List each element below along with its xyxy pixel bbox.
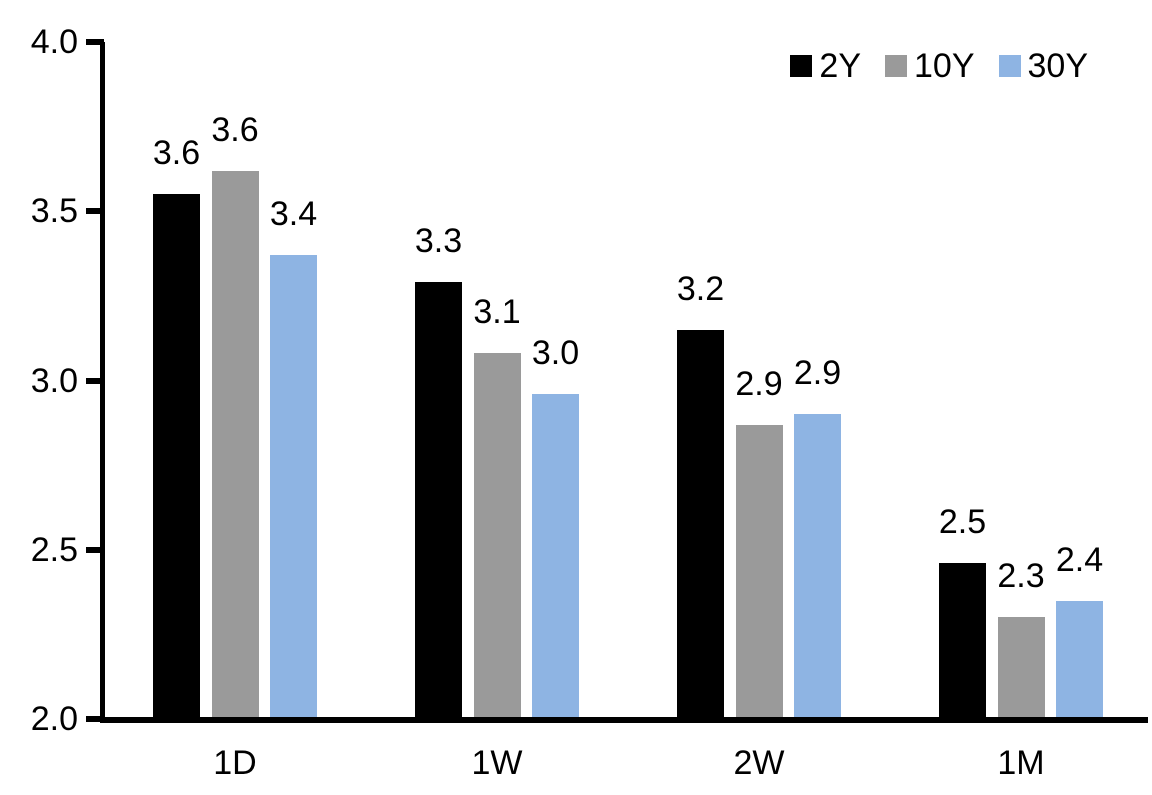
bar-30y-1m [1056, 600, 1103, 717]
legend-swatch-10y [885, 55, 907, 77]
y-tick-label: 3.5 [30, 192, 78, 231]
y-tick-label: 2.5 [30, 530, 78, 569]
x-category-label-1d: 1D [213, 744, 257, 782]
x-category-label-1m: 1M [997, 744, 1045, 782]
legend-label-10y: 10Y [914, 47, 975, 85]
legend-swatch-2y [790, 55, 813, 77]
legend-item-10y: 10Y [885, 49, 975, 83]
y-tick-label: 2.0 [30, 700, 78, 738]
legend-item-30y: 30Y [998, 47, 1089, 85]
bar-10y-1d [211, 170, 259, 717]
bar-value-label-10y-1d: 3.6 [211, 110, 259, 149]
bar-2y-1w [415, 282, 462, 717]
y-tick-mark [86, 39, 104, 45]
bar-10y-2w [735, 424, 783, 717]
legend-swatch-30y [998, 55, 1021, 77]
bar-30y-1d [270, 255, 317, 717]
y-tick-mark [86, 208, 104, 215]
legend-label-2y: 2Y [819, 47, 861, 85]
y-tick-label: 3.0 [30, 361, 78, 400]
y-tick-label: 4.0 [30, 23, 78, 61]
legend: 2Y 10Y 30Y [790, 49, 1088, 83]
y-tick-mark [86, 546, 104, 553]
bar-value-label-30y-1m: 2.4 [1055, 540, 1104, 579]
x-category-label-1w: 1W [471, 744, 523, 782]
x-axis-line [100, 717, 1148, 723]
bar-10y-1m [997, 617, 1045, 717]
y-tick-mark [86, 377, 104, 384]
bar-10y-1w [473, 353, 521, 717]
bar-value-label-2y-1w: 3.3 [414, 222, 463, 261]
bar-30y-1w [532, 394, 579, 717]
bar-value-label-10y-1w: 3.1 [473, 293, 521, 332]
bar-value-label-30y-2w: 2.9 [793, 354, 842, 393]
bar-2y-2w [677, 329, 724, 717]
bar-30y-2w [794, 414, 841, 717]
bar-2y-1m [939, 563, 986, 717]
legend-item-2y: 2Y [790, 49, 861, 83]
bar-value-label-30y-1d: 3.4 [269, 195, 318, 234]
bar-value-label-2y-1m: 2.5 [938, 503, 987, 542]
bar-value-label-10y-2w: 2.9 [735, 364, 783, 403]
x-category-label-2w: 2W [733, 744, 785, 782]
bar-value-label-10y-1m: 2.3 [997, 557, 1045, 596]
legend-label-30y: 30Y [1027, 47, 1089, 85]
bar-value-label-30y-1w: 3.0 [531, 334, 580, 373]
y-tick-mark [86, 716, 104, 722]
bar-2y-1d [153, 194, 200, 717]
bar-value-label-2y-1d: 3.6 [152, 134, 201, 173]
bar-value-label-2y-2w: 3.2 [676, 269, 725, 308]
